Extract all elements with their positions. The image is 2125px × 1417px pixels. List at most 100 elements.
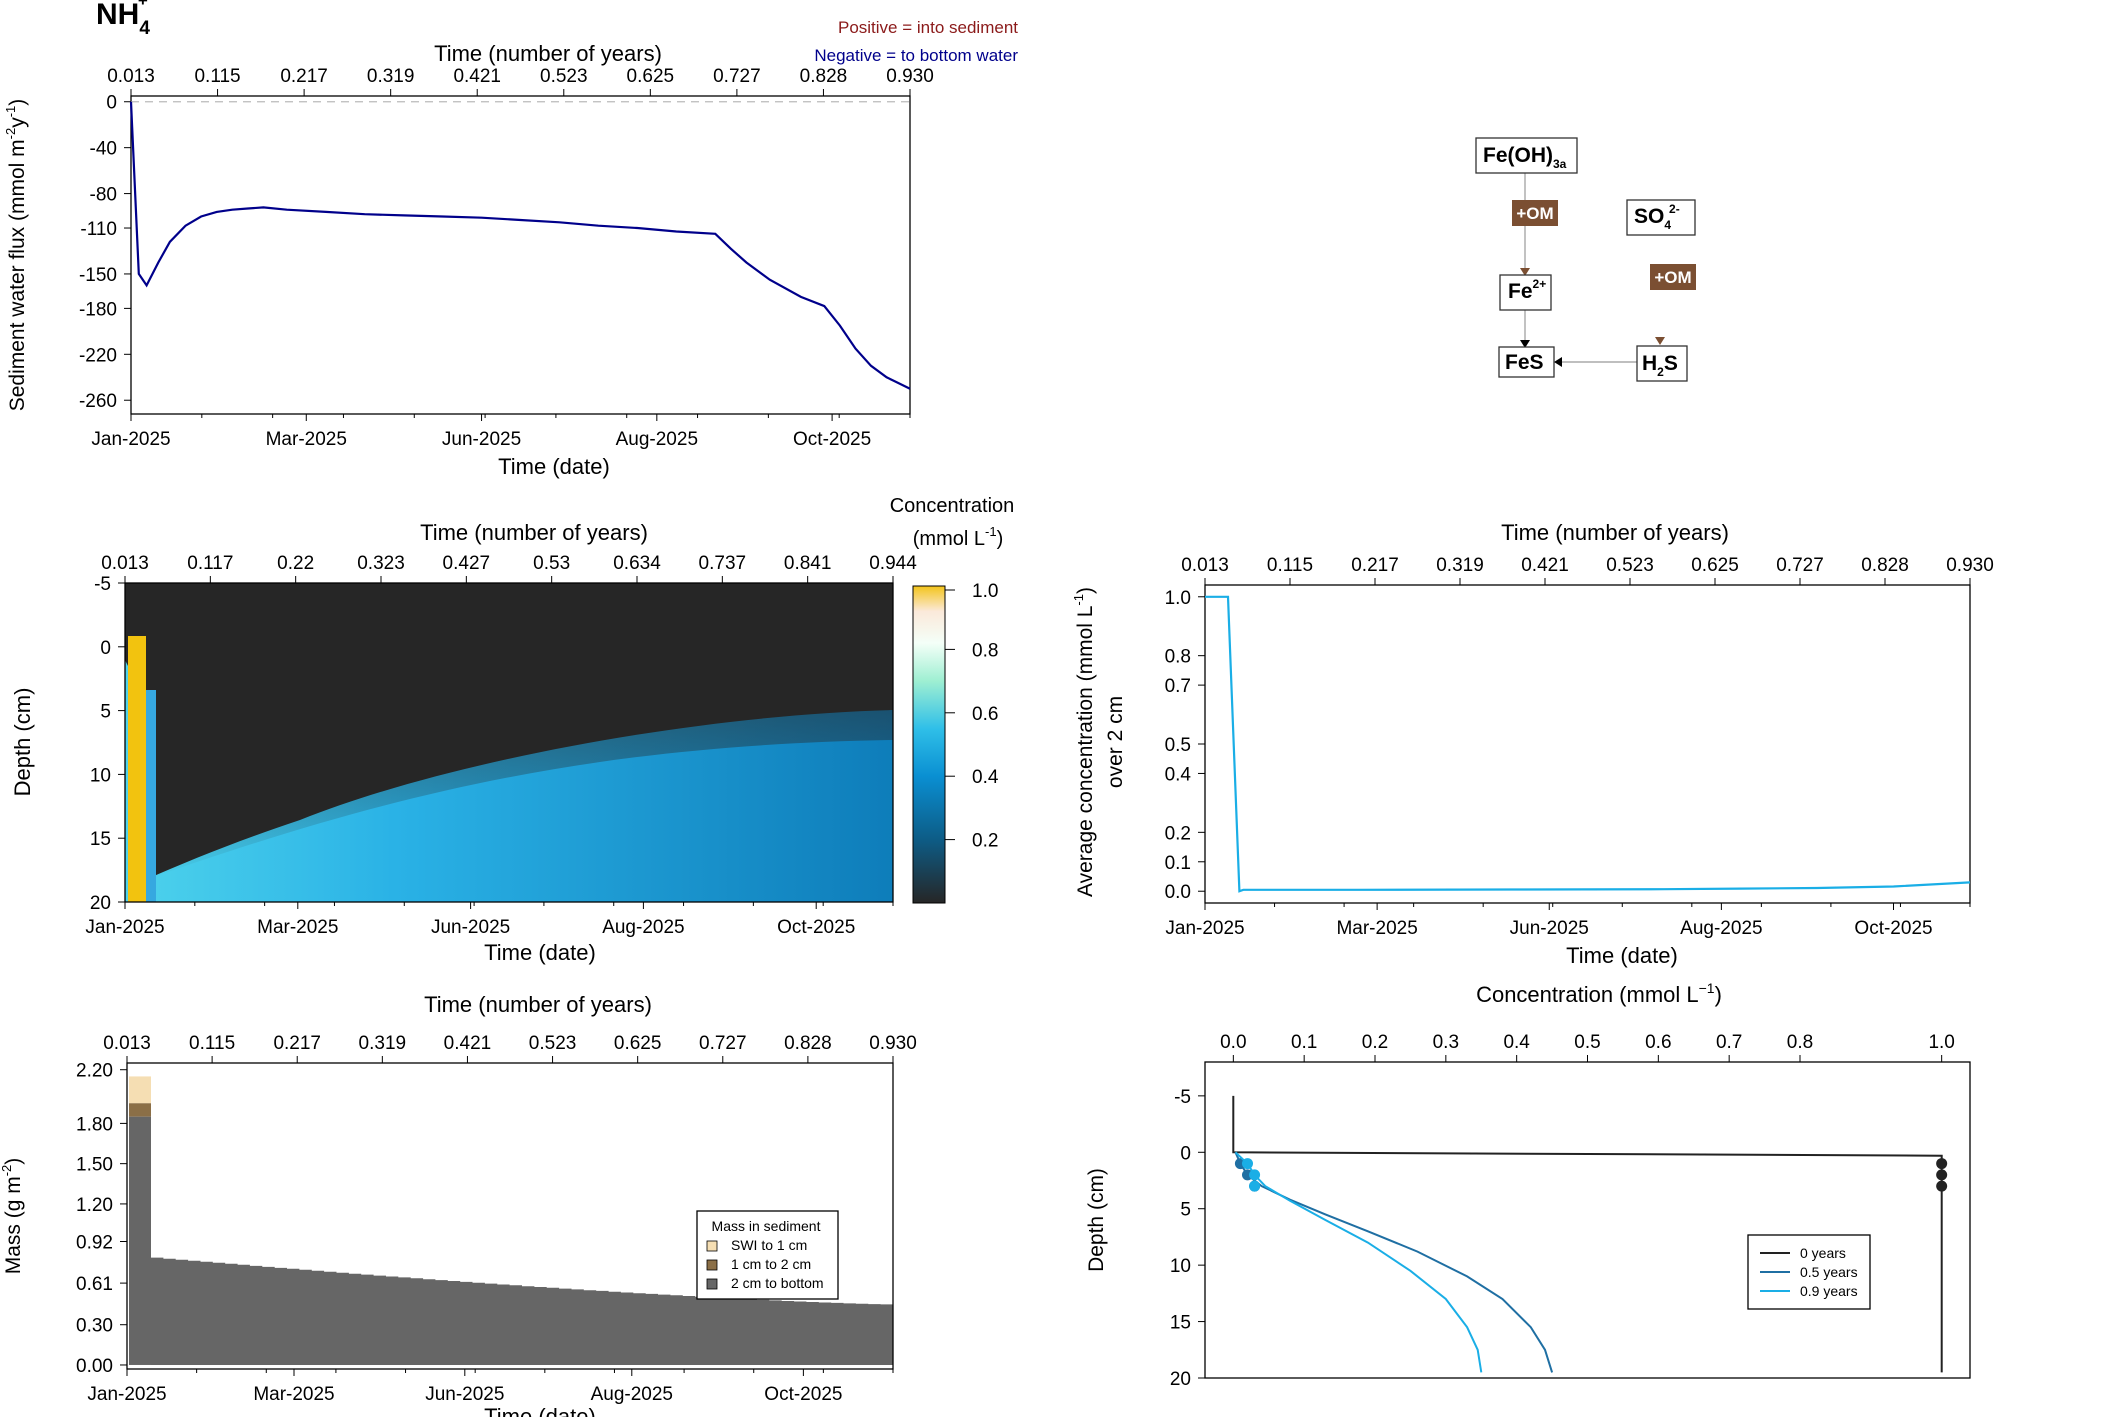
node-so4: SO42- xyxy=(1634,202,1680,232)
profile-y-tick-label: 20 xyxy=(1170,1369,1191,1390)
profile-series-line xyxy=(1234,1151,1554,1373)
heatmap-top-tick-label: 0.22 xyxy=(277,553,314,574)
profile-series-point xyxy=(1936,1169,1948,1181)
colorbar-tick-label: 0.4 xyxy=(972,767,999,788)
mass-y-tick-label: 0.92 xyxy=(76,1233,113,1254)
average-x-tick-label: Jun-2025 xyxy=(1510,918,1589,939)
heatmap-transition-band xyxy=(145,692,893,880)
profile-top-tick-label: 0.0 xyxy=(1220,1032,1246,1053)
colorbar-unit: (mmol L-1) xyxy=(913,524,1003,550)
heatmap-y-tick-label: -5 xyxy=(94,574,111,595)
average-y-tick-label: 0.7 xyxy=(1165,676,1191,697)
flux-positive-note: Positive = into sediment xyxy=(838,18,1018,37)
flux-x-tick-label: Oct-2025 xyxy=(793,429,871,450)
flux-y-tick-label: -180 xyxy=(79,299,117,320)
mass-top-tick-label: 0.421 xyxy=(444,1033,492,1054)
average-y-tick-label: 0.1 xyxy=(1165,853,1191,874)
node-fes: FeS xyxy=(1505,351,1544,374)
average-frame xyxy=(1204,584,1971,904)
flux-frame xyxy=(130,95,911,415)
mass-legend-label: SWI to 1 cm xyxy=(731,1237,807,1253)
heatmap-early-strip xyxy=(146,690,156,902)
average-x-tick-label: Mar-2025 xyxy=(1336,918,1417,939)
profile-top-tick-label: 0.3 xyxy=(1433,1032,1459,1053)
average-top-tick-label: 0.115 xyxy=(1267,555,1313,576)
heatmap-y-tick-label: 10 xyxy=(90,765,111,786)
profile-y-tick-label: 0 xyxy=(1180,1143,1191,1164)
profile-top-tick-label: 0.4 xyxy=(1503,1032,1530,1053)
mass-legend-swatch xyxy=(706,1240,718,1252)
average-top-tick-label: 0.828 xyxy=(1861,555,1909,576)
profile-y-label: Depth (cm) xyxy=(1085,1168,1108,1272)
profile-legend-label: 0 years xyxy=(1800,1245,1846,1261)
profile-chart: 0.0 0.1 0.2 0.3 0.4 0.5 0.6 0.7 0.8 1.0 Concentrat… xyxy=(1085,980,1971,1390)
mass-legend-label: 2 cm to bottom xyxy=(731,1275,824,1291)
profile-series-point xyxy=(1249,1180,1261,1192)
node-h2s: H2S xyxy=(1642,352,1678,379)
heatmap-x-tick-label: Jun-2025 xyxy=(431,917,510,938)
node-feoh3a: Fe(OH)3a xyxy=(1483,144,1567,171)
profile-series-point xyxy=(1249,1169,1261,1181)
mass-legend-box xyxy=(696,1210,839,1300)
mass-bar-swi xyxy=(129,1076,151,1104)
mass-y-label: Mass (g m-2) xyxy=(0,1158,25,1275)
flux-y-tick-label: -80 xyxy=(90,185,117,206)
flux-x-label: Time (date) xyxy=(498,454,610,479)
profile-top-tick-label: 0.8 xyxy=(1787,1032,1813,1053)
om-label-1: +OM xyxy=(1516,204,1553,223)
flux-negative-note: Negative = to bottom water xyxy=(814,46,1018,65)
mass-top-axis-title: Time (number of years) xyxy=(424,992,652,1017)
mass-y-tick-label: 1.20 xyxy=(76,1195,113,1216)
average-y-tick-label: 1.0 xyxy=(1165,588,1191,609)
profile-series-point xyxy=(1936,1158,1948,1170)
flux-top-tick-label: 0.013 xyxy=(107,66,155,87)
profile-frame xyxy=(1204,1061,1971,1379)
mass-y-tick-label: 1.50 xyxy=(76,1155,113,1176)
profile-top-tick-label: 0.5 xyxy=(1574,1032,1600,1053)
colorbar-gradient xyxy=(912,585,946,904)
mass-x-tick-label: Jan-2025 xyxy=(87,1384,166,1405)
heatmap-top-tick-label: 0.737 xyxy=(699,553,747,574)
flux-top-tick-label: 0.727 xyxy=(713,66,761,87)
mass-chart: 0.013 0.115 0.217 0.319 0.421 0.523 0.625 0.727… xyxy=(0,992,917,1417)
heatmap-top-tick-label: 0.634 xyxy=(613,553,661,574)
average-x-tick-label: Aug-2025 xyxy=(1680,918,1762,939)
flux-y-tick-label: -110 xyxy=(80,219,117,240)
heatmap-chart: 0.013 0.117 0.22 0.323 0.427 0.53 0.634 0.737 0.… xyxy=(10,520,917,965)
average-series-line xyxy=(1205,595,1971,893)
flux-y-tick-label: 0 xyxy=(106,93,117,114)
average-top-tick-label: 0.727 xyxy=(1776,555,1824,576)
average-top-tick-label: 0.930 xyxy=(1946,555,1994,576)
flux-chart: 0.013 0.115 0.217 0.319 0.421 0.523 0.625 0.727… xyxy=(3,41,934,479)
flux-y-tick-label: -260 xyxy=(79,391,117,412)
profile-y-tick-label: 5 xyxy=(1180,1200,1191,1221)
mass-legend-swatch xyxy=(706,1259,718,1271)
flux-top-axis-title: Time (number of years) xyxy=(434,41,662,66)
flux-top-tick-label: 0.625 xyxy=(627,66,675,87)
mass-x-tick-label: Oct-2025 xyxy=(764,1384,842,1405)
average-top-tick-label: 0.421 xyxy=(1521,555,1569,576)
colorbar-tick-label: 0.2 xyxy=(972,831,998,852)
flux-top-tick-label: 0.319 xyxy=(367,66,415,87)
mass-top-tick-label: 0.319 xyxy=(359,1033,407,1054)
profile-series-point xyxy=(1242,1158,1253,1170)
mass-x-tick-label: Jun-2025 xyxy=(425,1384,504,1405)
flux-x-tick-label: Jan-2025 xyxy=(91,429,170,450)
heatmap-top-tick-label: 0.53 xyxy=(533,553,570,574)
profile-series-point xyxy=(1936,1180,1948,1192)
colorbar-tick-label: 0.8 xyxy=(972,640,998,661)
mass-top-tick-label: 0.828 xyxy=(784,1033,832,1054)
mass-top-tick-label: 0.625 xyxy=(614,1033,662,1054)
heatmap-x-tick-label: Aug-2025 xyxy=(602,917,684,938)
reaction-diagram: Fe(OH)3a +OM SO42- +OM Fe2+ FeS H2S xyxy=(1475,137,1696,382)
mass-legend-title: Mass in sediment xyxy=(712,1218,821,1234)
mass-y-tick-label: 2.20 xyxy=(76,1061,113,1082)
flux-y-label: Sediment water flux (mmol m-2y-1) xyxy=(3,99,29,412)
mass-x-tick-label: Aug-2025 xyxy=(591,1384,673,1405)
heatmap-top-tick-label: 0.117 xyxy=(187,553,233,574)
average-x-label: Time (date) xyxy=(1566,943,1678,968)
average-top-tick-label: 0.523 xyxy=(1606,555,1654,576)
mass-area-2-bottom xyxy=(151,1257,893,1365)
average-y-label: Average concentration (mmol L-1) xyxy=(1071,587,1097,897)
